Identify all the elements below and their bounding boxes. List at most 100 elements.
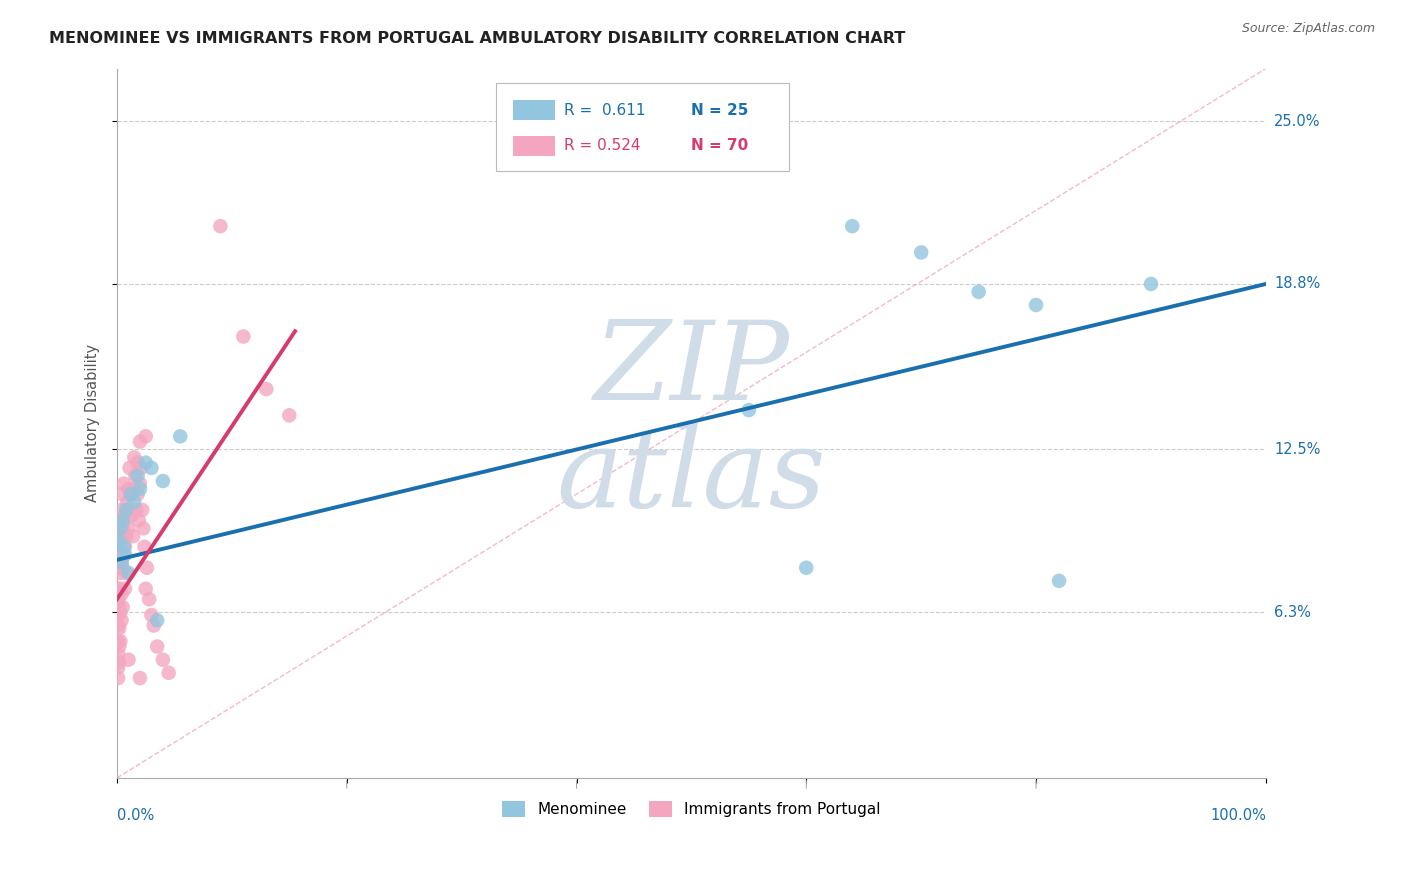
Point [125, 503, 148, 517]
Point [122, 495, 145, 509]
Point [110, 634, 132, 648]
Point [108, 621, 131, 635]
Point [110, 566, 132, 580]
Point [117, 566, 139, 580]
Bar [513, 136, 555, 156]
Point [135, 582, 157, 596]
Point [127, 456, 149, 470]
Point [146, 613, 169, 627]
Point [108, 534, 131, 549]
Point [127, 487, 149, 501]
Point [117, 653, 139, 667]
Point [110, 587, 132, 601]
Point [131, 503, 153, 517]
Point [111, 513, 134, 527]
Point [122, 482, 145, 496]
Point [110, 556, 132, 570]
Legend: Menominee, Immigrants from Portugal: Menominee, Immigrants from Portugal [496, 796, 887, 823]
Text: N = 25: N = 25 [692, 103, 749, 118]
Text: 6.3%: 6.3% [1274, 605, 1310, 620]
Point [107, 592, 129, 607]
Point [138, 592, 160, 607]
Point [129, 434, 152, 449]
Point [152, 653, 174, 667]
Point [108, 640, 131, 654]
Point [117, 521, 139, 535]
Point [141, 461, 163, 475]
Point [135, 560, 157, 574]
Point [232, 329, 254, 343]
Point [134, 540, 156, 554]
Point [111, 560, 134, 574]
Point [127, 468, 149, 483]
Point [124, 468, 146, 483]
Text: MENOMINEE VS IMMIGRANTS FROM PORTUGAL AMBULATORY DISABILITY CORRELATION CHART: MENOMINEE VS IMMIGRANTS FROM PORTUGAL AM… [49, 31, 905, 46]
Point [114, 582, 136, 596]
Point [108, 600, 131, 615]
Point [115, 503, 138, 517]
Point [120, 487, 142, 501]
Point [120, 487, 142, 501]
Y-axis label: Ambulatory Disability: Ambulatory Disability [86, 344, 100, 502]
Point [111, 521, 134, 535]
Point [135, 429, 157, 443]
Point [114, 548, 136, 562]
Point [108, 656, 131, 670]
Point [107, 648, 129, 662]
Point [110, 503, 132, 517]
Point [117, 482, 139, 496]
Text: 12.5%: 12.5% [1274, 442, 1320, 457]
Point [738, 403, 761, 417]
Point [110, 606, 132, 620]
Point [841, 219, 863, 234]
Point [107, 634, 129, 648]
Point [1140, 277, 1163, 291]
Point [146, 640, 169, 654]
Point [108, 560, 131, 574]
Point [110, 521, 132, 535]
Point [107, 671, 129, 685]
Point [107, 660, 129, 674]
Point [110, 556, 132, 570]
Point [129, 476, 152, 491]
Point [108, 582, 131, 596]
Point [110, 613, 132, 627]
Point [132, 521, 155, 535]
Point [110, 529, 132, 543]
Point [1047, 574, 1070, 588]
Point [122, 450, 145, 465]
FancyBboxPatch shape [496, 83, 789, 171]
Point [117, 495, 139, 509]
Point [112, 540, 135, 554]
Point [128, 513, 150, 527]
Point [967, 285, 990, 299]
Text: 18.8%: 18.8% [1274, 277, 1320, 292]
Point [112, 548, 135, 562]
Point [129, 482, 152, 496]
Point [254, 382, 277, 396]
Point [152, 474, 174, 488]
Point [141, 607, 163, 622]
Point [129, 671, 152, 685]
Text: ZIP
atlas: ZIP atlas [557, 316, 827, 531]
Point [115, 566, 138, 580]
Point [169, 429, 191, 443]
Point [142, 618, 165, 632]
Text: 100.0%: 100.0% [1211, 808, 1265, 823]
Point [110, 513, 132, 527]
Point [114, 540, 136, 554]
Point [111, 600, 134, 615]
Text: 25.0%: 25.0% [1274, 113, 1320, 128]
Text: R = 0.524: R = 0.524 [564, 137, 640, 153]
Point [112, 513, 135, 527]
Point [910, 245, 932, 260]
Point [157, 665, 180, 680]
Point [121, 508, 143, 523]
Point [111, 487, 134, 501]
Point [112, 476, 135, 491]
Text: N = 70: N = 70 [692, 137, 748, 153]
Point [278, 409, 301, 423]
Point [115, 529, 138, 543]
Text: R =  0.611: R = 0.611 [564, 103, 645, 118]
Bar [513, 101, 555, 120]
